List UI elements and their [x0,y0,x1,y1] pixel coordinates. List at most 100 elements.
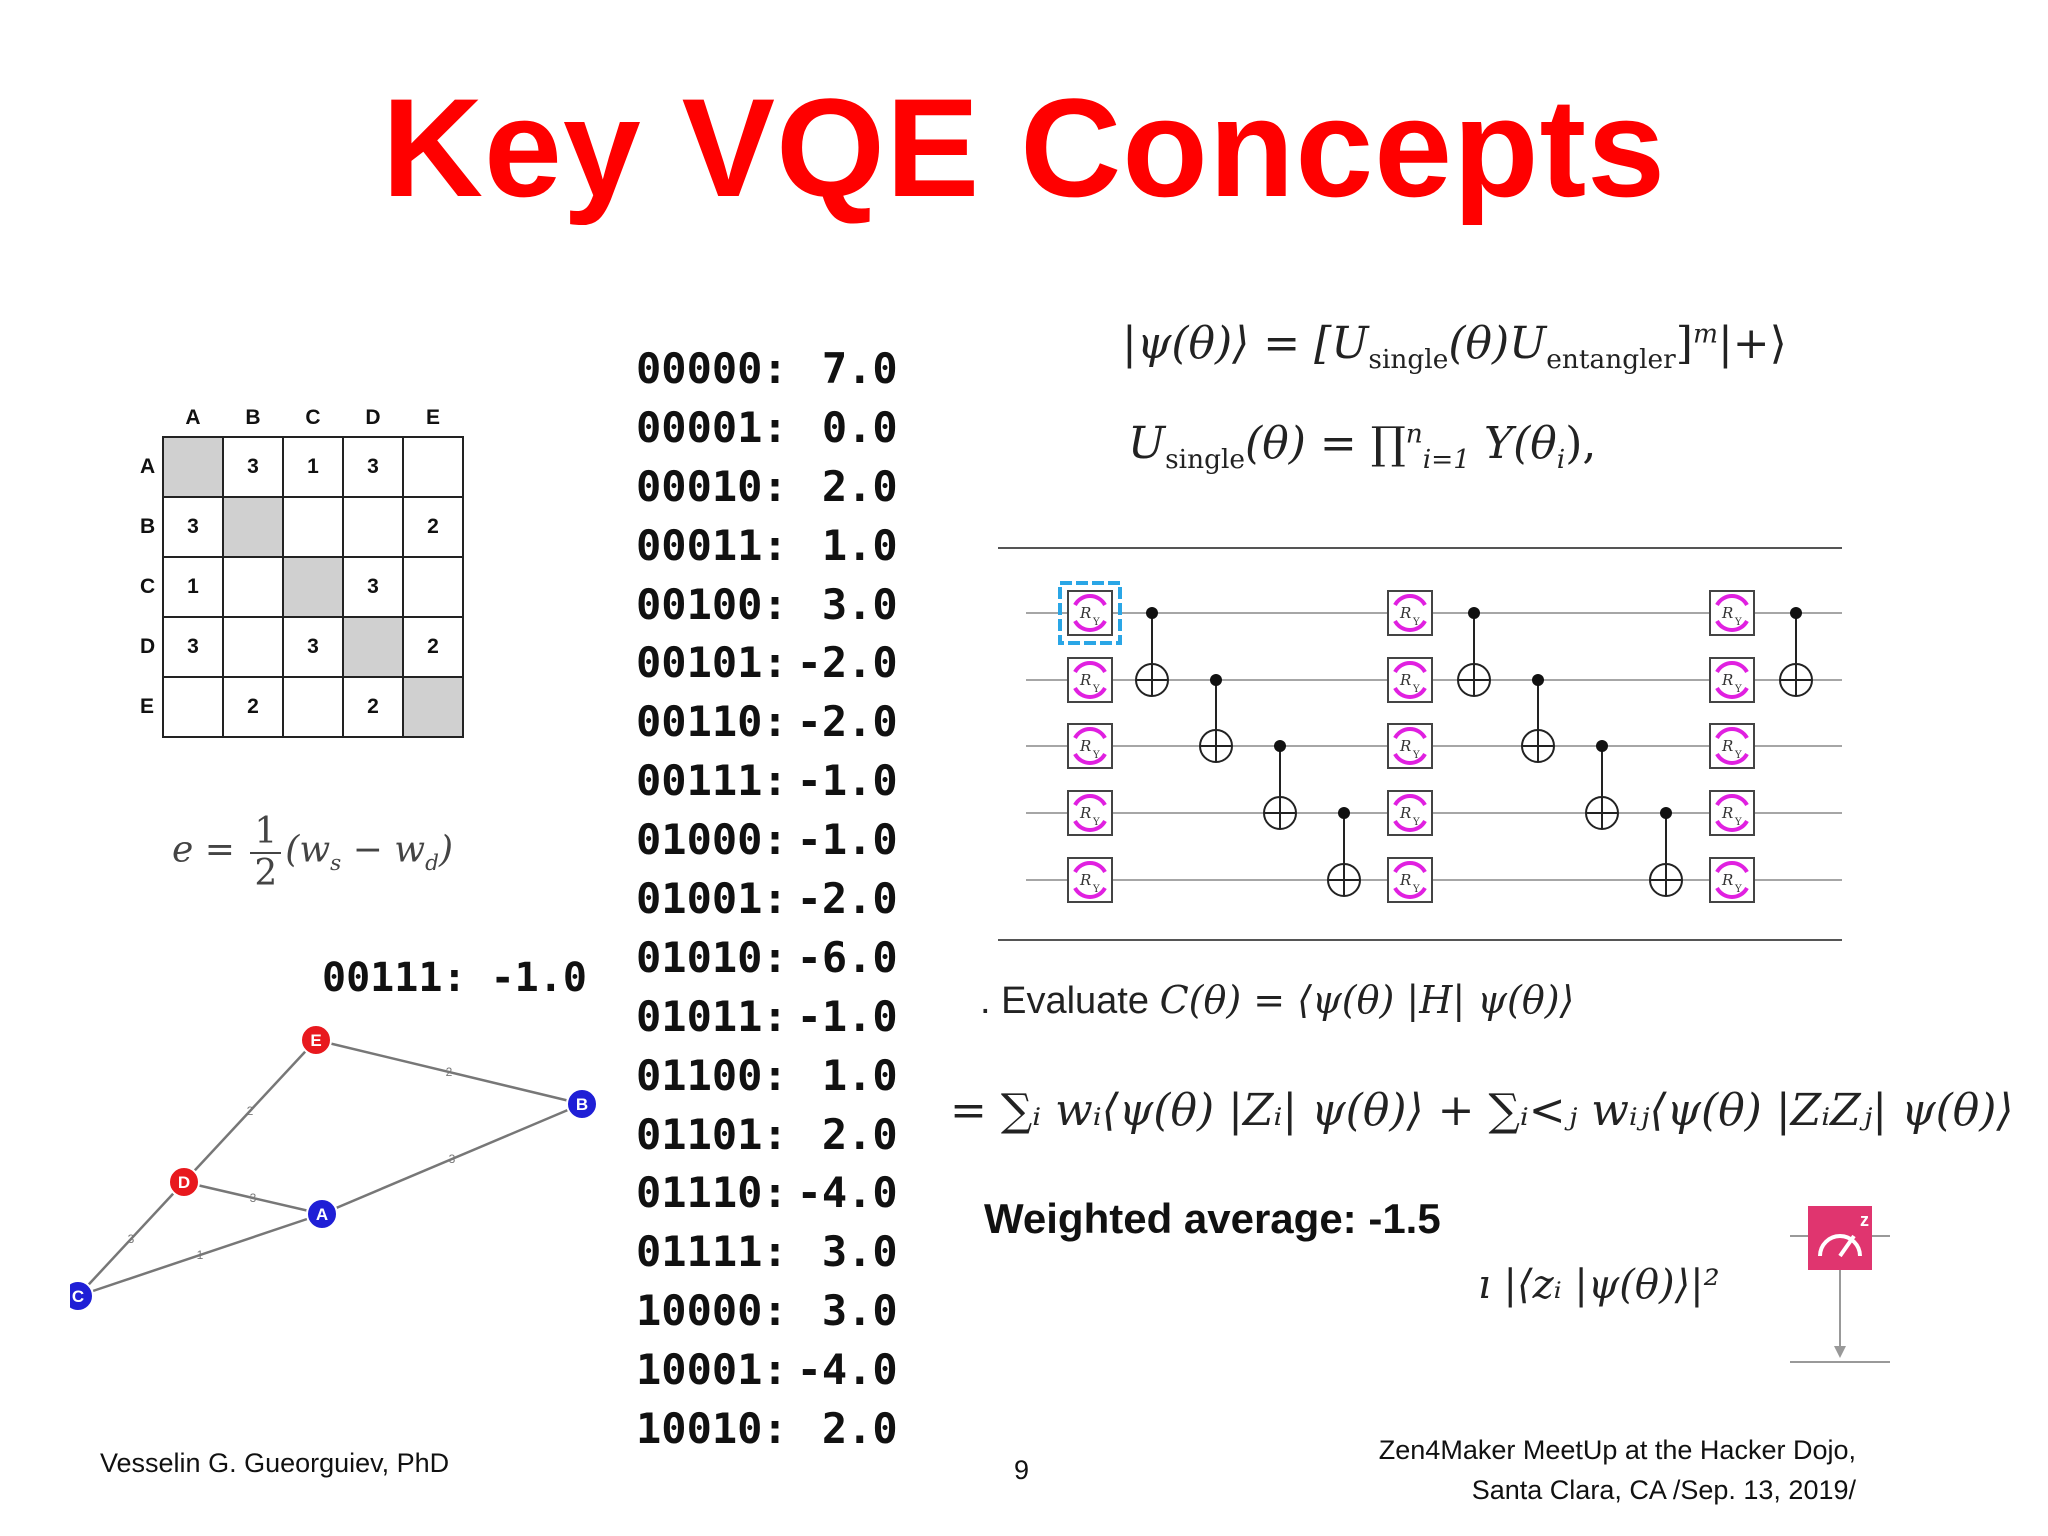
matrix-col-header: C [305,406,321,429]
matrix-cell: 3 [162,496,224,558]
ry-gate-sub: Y [1412,617,1420,628]
graph-edge-weight: 2 [247,1104,254,1118]
ry-gate-arc [1073,594,1107,607]
graph-edge-weight: 3 [449,1152,456,1166]
matrix-cell: 3 [342,556,404,618]
cnot-control-dot [1468,607,1480,619]
ry-gate-sub: Y [1412,817,1420,828]
ry-gate-sub: Y [1092,750,1100,761]
matrix-cell [402,556,464,618]
graph-edge-weight: 3 [128,1232,135,1246]
bitstring-row: 00110: -2.0 [636,693,898,752]
bitstring-cost: 3.0 [821,1286,898,1336]
ry-gate [1387,657,1433,703]
bitstring-row: 01111: 3.0 [636,1223,898,1282]
bitstring: 00101: [636,638,788,688]
graph-edge [183,1180,323,1216]
bitstring-cost: 2.0 [821,1404,898,1454]
ry-gate-arc [1393,727,1427,740]
ry-gate-arc [1393,886,1427,899]
bitstring-row: 00010: 2.0 [636,458,898,517]
matrix-cell: 3 [342,436,404,498]
matrix-cell: 2 [402,616,464,678]
bitstring: 10001: [636,1345,788,1395]
footer-event-line2: Santa Clara, CA /Sep. 13, 2019/ [1471,1475,1856,1505]
selected-gate-highlight [1058,581,1122,645]
bitstring-row: 01000: -1.0 [636,811,898,870]
ry-gate-sub: Y [1412,684,1420,695]
bitstring: 00011: [636,520,788,570]
formula-fraction: 1 2 [250,812,282,893]
ry-gate-label: R [1721,871,1733,889]
cnot-control-dot [1596,740,1608,752]
meter-z-label: z [1860,1210,1869,1230]
bitstring-cost-list: 00000: 7.0 00001: 0.0 00010: 2.0 00011: 1.0 0010… [636,340,898,1459]
matrix-row-header: E [140,695,155,718]
cnot-control-dot [1146,607,1158,619]
formula-minus: − w [341,829,426,871]
bitstring-cost: 3.0 [821,1227,898,1277]
matrix-cell [282,496,344,558]
edge-weight-formula: e = 1 2 (ws − wd) [172,812,453,893]
matrix-cell [282,676,344,738]
ry-gate-label: R [1079,671,1091,689]
matrix-cell [162,676,224,738]
bitstring-cost: 3.0 [821,579,898,629]
ry-gate-sub: Y [1734,750,1742,761]
bitstring-cost: 0.0 [821,402,898,452]
ry-gate-arc [1073,752,1107,765]
ry-gate-label: R [1399,804,1411,822]
graph-edge [183,1039,317,1183]
ry-gate-arc [1715,686,1749,699]
single-unitary-equation: Usingle(θ) = ∏ni=1 Y(θi), [1128,418,1597,475]
bitstring-row: 10010: 2.0 [636,1400,898,1459]
bitstring-cost: 2.0 [821,1109,898,1159]
graph-edge [321,1102,583,1216]
matrix-row-header: B [140,515,156,538]
ry-gate-arc [1393,686,1427,699]
formula-lhs: e = [172,829,235,871]
bitstring-cost: -1.0 [796,991,898,1041]
bitstring-row: 01001: -2.0 [636,870,898,929]
measurement-gate: z [1790,1206,1890,1363]
ry-gate-arc [1073,861,1107,874]
cost-sum-equation: = ∑ᵢ wᵢ⟨ψ(θ) |Zᵢ| ψ(θ)⟩ + ∑ᵢ<ⱼ wᵢⱼ⟨ψ(θ) … [950,1085,2014,1136]
ry-gate-label: R [1399,871,1411,889]
bitstring-cost: 1.0 [821,520,898,570]
matrix-cell [162,436,224,498]
ry-gate [1067,590,1113,636]
ry-gate-arc [1715,861,1749,874]
bitstring-cost: 2.0 [821,461,898,511]
cost-evaluate-equation: . Evaluate C(θ) = ⟨ψ(θ) |H| ψ(θ)⟩ [980,978,1575,1022]
bitstring-cost: 1.0 [821,1050,898,1100]
matrix-cell: 3 [282,616,344,678]
matrix-cell: 2 [342,676,404,738]
ry-gate-arc [1393,661,1427,674]
matrix-cell: 1 [162,556,224,618]
bitstring: 01000: [636,815,788,865]
ry-gate-arc [1073,819,1107,832]
ansatz-equation: |ψ(θ)⟩ = [Usingle(θ)Uentangler]m|+⟩ [1122,318,1787,375]
bitstring-cost: -1.0 [796,815,898,865]
ry-gate-label: R [1079,804,1091,822]
graph-edge [315,1038,583,1106]
ry-gate-arc [1073,686,1107,699]
ry-gate-arc [1715,619,1749,632]
bitstring-row: 00100: 3.0 [636,576,898,635]
bitstring-cost: -4.0 [796,1168,898,1218]
matrix-cell [222,496,284,558]
ry-gate-arc [1715,886,1749,899]
formula-numerator: 1 [250,812,282,854]
ry-gate-label: R [1079,737,1091,755]
ry-gate-label: R [1721,604,1733,622]
bitstring: 00110: [636,697,788,747]
ry-gate-label: R [1721,737,1733,755]
matrix-col-header: D [365,406,381,429]
bitstring: 10000: [636,1286,788,1336]
